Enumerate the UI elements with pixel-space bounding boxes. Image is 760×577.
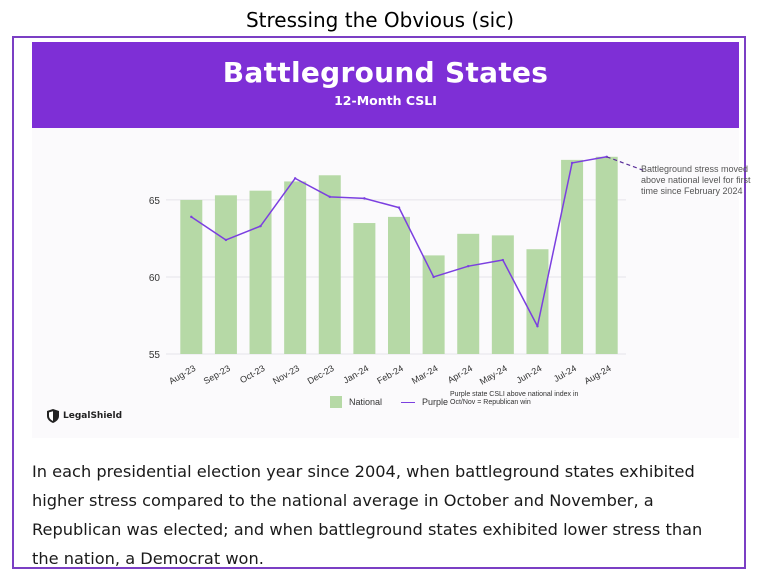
bar-national — [491, 235, 514, 354]
x-tick-label: May-24 — [478, 363, 509, 387]
x-tick-label: Dec-23 — [306, 363, 336, 386]
chart-annotation: Battleground stress moved above national… — [641, 164, 751, 196]
x-tick-label: Nov-23 — [271, 363, 301, 386]
x-tick-label: Apr-24 — [446, 363, 474, 385]
bar-national — [595, 156, 618, 354]
bar-national — [214, 195, 237, 354]
point-purple — [432, 275, 435, 279]
x-tick-label: Jan-24 — [342, 363, 371, 385]
point-purple — [501, 258, 505, 262]
chart-panel: 55 60 65 Aug-23 Sep-23 Oct-23 Nov-23 Dec-23 Jan-… — [32, 128, 739, 438]
x-tick-label: Aug-23 — [167, 363, 197, 386]
y-tick-label: 65 — [149, 196, 161, 207]
point-purple — [190, 215, 193, 219]
page-title: Stressing the Obvious (sic) — [245, 8, 515, 32]
legalshield-logo: LegalShield — [47, 408, 122, 424]
x-tick-label: Sep-23 — [202, 363, 232, 386]
logo-text: LegalShield — [63, 411, 123, 421]
point-purple — [259, 224, 262, 228]
legend-note: Purple state CSLI above national index i… — [450, 391, 579, 406]
bar-national — [526, 249, 549, 354]
x-tick-label: Feb-24 — [375, 363, 405, 386]
legend-national-swatch — [330, 396, 342, 408]
shield-icon — [47, 409, 59, 423]
x-tick-label: Aug-24 — [583, 363, 613, 386]
x-tick-label: Mar-24 — [410, 363, 440, 386]
y-tick-label: 55 — [149, 350, 161, 361]
chart-area: 55 60 65 Aug-23 Sep-23 Oct-23 Nov-23 Dec-23 Jan-… — [149, 155, 645, 387]
point-purple — [224, 238, 228, 242]
x-tick-label: Jun-24 — [515, 363, 544, 385]
bar-national — [249, 190, 272, 354]
legend-national-label: National — [349, 397, 383, 407]
chart-banner: Battleground States 12-Month CSLI — [32, 42, 739, 128]
x-tick-label: Jul-24 — [552, 363, 578, 384]
point-purple — [397, 206, 401, 209]
bar-national — [561, 159, 584, 354]
bar-national — [318, 175, 341, 354]
bar-national — [284, 181, 307, 354]
bar-national — [457, 233, 480, 354]
legend-purple-swatch — [401, 402, 415, 403]
bar-national — [353, 223, 376, 354]
point-purple — [328, 195, 331, 199]
chart-subtitle: 12-Month CSLI — [334, 93, 437, 108]
point-purple — [363, 197, 366, 200]
point-purple — [536, 325, 539, 328]
y-tick-label: 60 — [149, 273, 161, 284]
point-purple — [293, 177, 297, 180]
bar-national — [180, 199, 203, 354]
chart-title: Battleground States — [222, 56, 549, 89]
bar-national — [422, 255, 445, 354]
point-purple — [570, 161, 574, 165]
body-paragraph: In each presidential election year since… — [32, 462, 703, 568]
legend-purple-label: Purple — [422, 397, 449, 407]
x-tick-label: Oct-23 — [238, 363, 266, 385]
point-purple — [467, 264, 470, 268]
bar-national — [388, 216, 410, 354]
